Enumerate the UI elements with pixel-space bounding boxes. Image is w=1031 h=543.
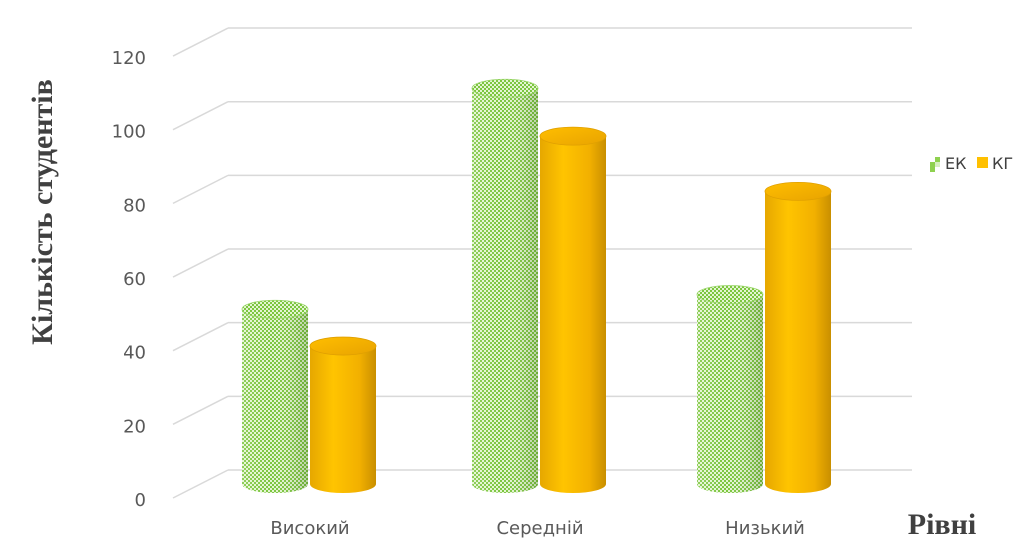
legend-label: ЕК — [945, 154, 967, 173]
bar — [309, 336, 377, 493]
y-tick-label: 20 — [123, 416, 146, 437]
legend: ЕК КГ — [930, 154, 1013, 173]
bars — [241, 78, 832, 494]
gridline-side — [172, 27, 229, 57]
bar — [539, 126, 607, 494]
gridline-side — [172, 322, 229, 352]
y-tick-label: 0 — [135, 490, 146, 511]
y-axis-title: Кількість студентів — [26, 79, 59, 345]
gridline-side — [172, 248, 229, 278]
gridline-side — [172, 469, 229, 499]
x-category-label: Низький — [725, 518, 805, 539]
x-category-label: Високий — [270, 518, 349, 539]
y-tick-label: 120 — [112, 48, 146, 69]
x-axis-title: Рівні — [908, 508, 976, 541]
legend-label: КГ — [992, 154, 1013, 173]
legend-item: КГ — [977, 154, 1013, 173]
x-category-label: Середній — [496, 518, 583, 539]
gridline-side — [172, 174, 229, 205]
y-tick-label: 60 — [123, 269, 146, 290]
bar — [471, 78, 539, 493]
x-category-labels: Високий Середній Низький — [270, 518, 804, 539]
gridline-side — [172, 395, 229, 426]
gridline-side — [172, 101, 229, 131]
bar — [764, 181, 832, 494]
y-tick-label: 40 — [123, 343, 146, 364]
y-tick-label: 100 — [112, 122, 146, 143]
y-tick-label: 80 — [123, 195, 146, 216]
y-tick-labels: 0 20 40 60 80 100 120 — [112, 48, 146, 511]
bar — [241, 299, 309, 493]
bar — [696, 285, 764, 493]
legend-item: ЕК — [930, 154, 967, 173]
